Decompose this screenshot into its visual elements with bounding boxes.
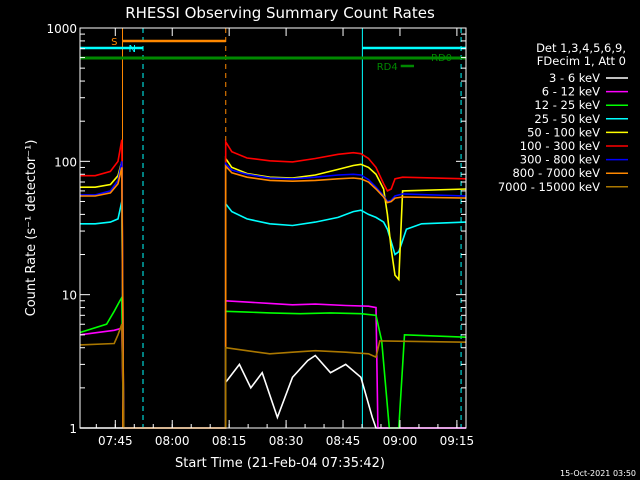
legend-label-0: 3 - 6 keV xyxy=(549,71,600,85)
legend: Det 1,3,4,5,6,9,FDecim 1, Att 0 3 - 6 keV… xyxy=(498,41,628,194)
status-bar-label-1: N xyxy=(129,44,136,55)
legend-label-5: 100 - 300 keV xyxy=(520,139,600,153)
legend-label-7: 800 - 7000 keV xyxy=(512,166,600,180)
series-line-8 xyxy=(79,323,467,429)
status-bar-label-3: RD0 xyxy=(431,53,452,64)
legend-label-1: 6 - 12 keV xyxy=(542,85,600,99)
series-line-2 xyxy=(79,294,467,429)
y-axis-label: Count Rate (s⁻¹ detector⁻¹) xyxy=(24,140,39,317)
chart-title: RHESSI Observing Summary Count Rates xyxy=(125,4,435,22)
status-bar-label-0: S xyxy=(111,37,117,48)
plot-area: S N RD0 RD4 07:45 08:00 08:15 08:30 08:45 09:00 09… xyxy=(46,22,474,448)
legend-label-2: 12 - 25 keV xyxy=(534,98,600,112)
legend-label-3: 25 - 50 keV xyxy=(534,112,600,126)
x-tick-label-6: 09:15 xyxy=(440,434,475,448)
x-tick-label-1: 08:00 xyxy=(155,434,190,448)
legend-header-1: FDecim 1, Att 0 xyxy=(537,54,626,68)
legend-label-4: 50 - 100 keV xyxy=(527,125,600,139)
x-tick-label-0: 07:45 xyxy=(98,434,133,448)
series-line-3 xyxy=(80,201,467,429)
status-bar-label-4: RD4 xyxy=(377,62,398,73)
legend-label-6: 300 - 800 keV xyxy=(520,153,600,167)
series-line-4 xyxy=(80,155,467,429)
x-axis-label: Start Time (21-Feb-04 07:35:42) xyxy=(175,456,385,471)
series-line-5 xyxy=(80,138,467,429)
series-line-1 xyxy=(79,299,466,429)
legend-header-0: Det 1,3,4,5,6,9, xyxy=(536,41,626,55)
plot-frame xyxy=(79,27,467,429)
x-tick-label-3: 08:30 xyxy=(269,434,304,448)
legend-label-8: 7000 - 15000 keV xyxy=(498,180,600,194)
series-line-7 xyxy=(80,164,467,429)
y-tick-label-1: 10 xyxy=(62,289,77,303)
x-tick-label-2: 08:15 xyxy=(212,434,247,448)
y-tick-label-0: 1 xyxy=(69,422,77,436)
y-tick-label-3: 1000 xyxy=(46,22,77,36)
series-line-0 xyxy=(80,354,466,429)
series-line-6 xyxy=(80,161,467,429)
x-tick-label-4: 08:45 xyxy=(326,434,361,448)
x-tick-label-5: 09:00 xyxy=(383,434,418,448)
y-tick-label-2: 100 xyxy=(54,155,77,169)
generated-timestamp: 15-Oct-2021 03:50 xyxy=(560,469,636,478)
